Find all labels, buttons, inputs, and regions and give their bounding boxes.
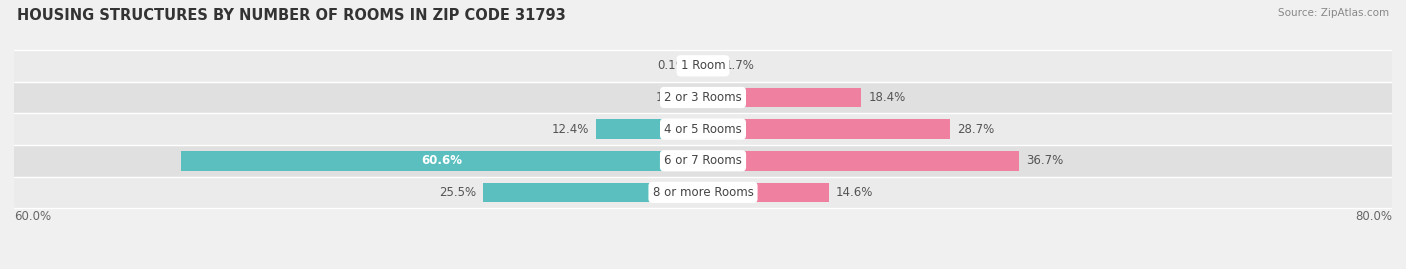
Text: 1.2%: 1.2% [657, 91, 686, 104]
Text: 12.4%: 12.4% [553, 123, 589, 136]
Text: 4 or 5 Rooms: 4 or 5 Rooms [664, 123, 742, 136]
Bar [702, 56, 703, 76]
Bar [703, 88, 862, 107]
Bar [14, 82, 1392, 113]
Bar [703, 183, 828, 202]
Bar [14, 145, 1392, 176]
Bar [14, 176, 1392, 208]
Bar [484, 183, 703, 202]
Bar [181, 151, 703, 171]
Bar [703, 119, 950, 139]
Legend: Owner-occupied, Renter-occupied: Owner-occupied, Renter-occupied [582, 266, 824, 269]
Text: 25.5%: 25.5% [440, 186, 477, 199]
Bar [596, 119, 703, 139]
Text: 2 or 3 Rooms: 2 or 3 Rooms [664, 91, 742, 104]
Text: 14.6%: 14.6% [835, 186, 873, 199]
Bar [14, 50, 1392, 82]
Bar [703, 56, 717, 76]
Text: 1.7%: 1.7% [724, 59, 755, 72]
Text: 36.7%: 36.7% [1026, 154, 1063, 167]
Text: 18.4%: 18.4% [869, 91, 905, 104]
Bar [703, 151, 1019, 171]
Text: 6 or 7 Rooms: 6 or 7 Rooms [664, 154, 742, 167]
Text: HOUSING STRUCTURES BY NUMBER OF ROOMS IN ZIP CODE 31793: HOUSING STRUCTURES BY NUMBER OF ROOMS IN… [17, 8, 565, 23]
Bar [14, 113, 1392, 145]
Text: 60.6%: 60.6% [422, 154, 463, 167]
Text: 0.19%: 0.19% [657, 59, 695, 72]
Text: 60.0%: 60.0% [14, 210, 51, 223]
Text: 1 Room: 1 Room [681, 59, 725, 72]
Bar [693, 88, 703, 107]
Text: 80.0%: 80.0% [1355, 210, 1392, 223]
Text: Source: ZipAtlas.com: Source: ZipAtlas.com [1278, 8, 1389, 18]
Text: 28.7%: 28.7% [957, 123, 994, 136]
Text: 8 or more Rooms: 8 or more Rooms [652, 186, 754, 199]
